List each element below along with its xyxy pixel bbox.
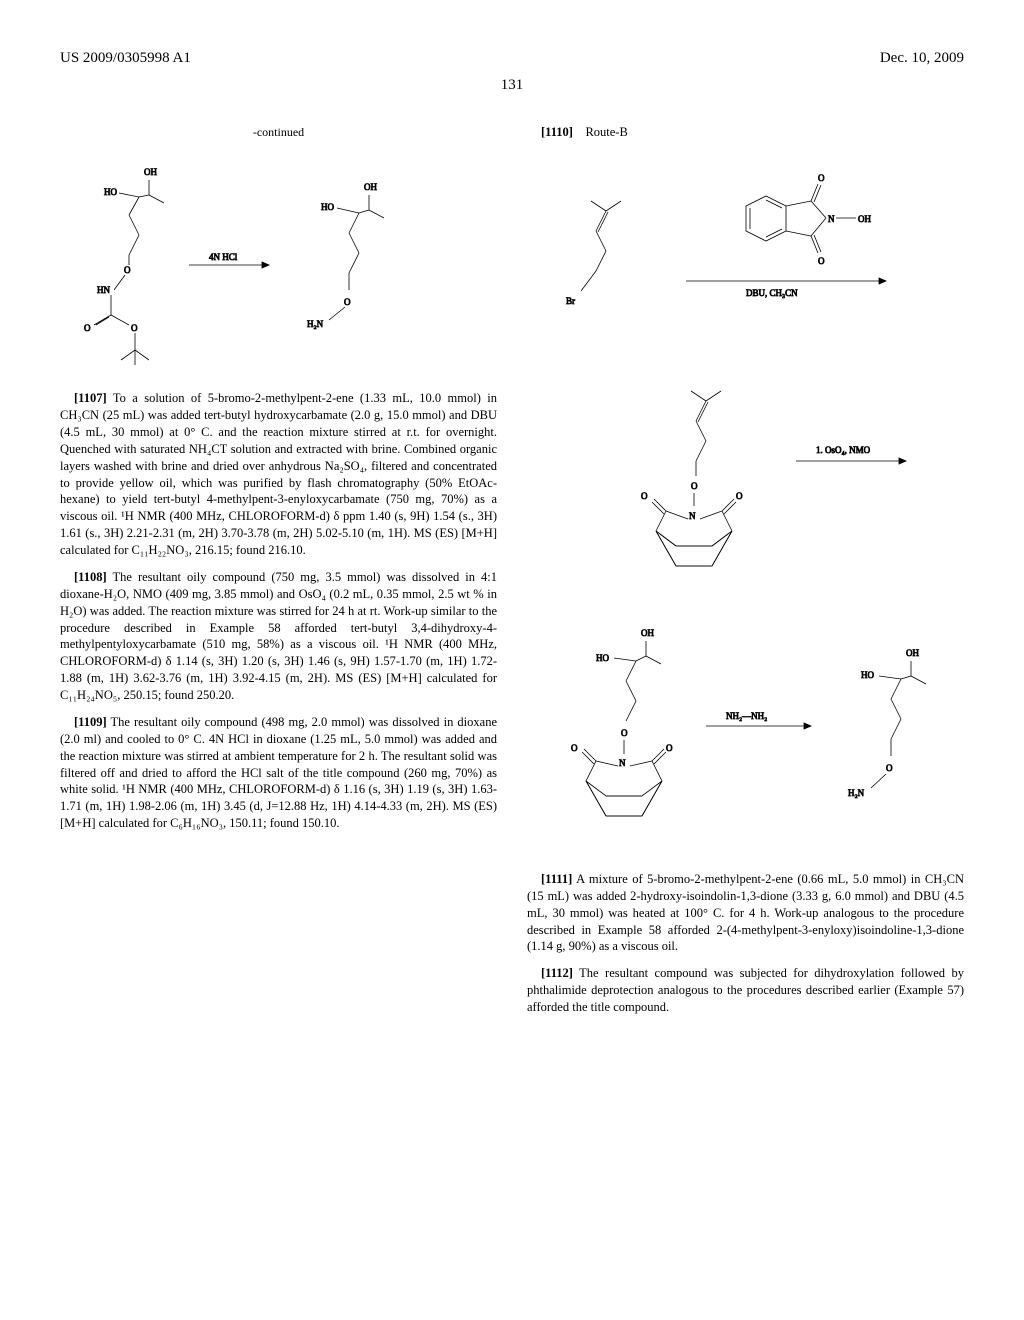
page-header: US 2009/0305998 A1 Dec. 10, 2009 <box>60 50 964 67</box>
svg-text:O: O <box>131 323 138 333</box>
svg-text:O: O <box>621 728 628 738</box>
paragraph-1108: [1108] The resultant oily compound (750 … <box>60 569 497 704</box>
paragraph-1109: [1109] The resultant oily compound (498 … <box>60 714 497 832</box>
paragraph-1111: [1111] A mixture of 5-bromo-2-methylpent… <box>527 871 964 955</box>
paragraph-1107: [1107] To a solution of 5-bromo-2-methyl… <box>60 390 497 559</box>
svg-text:O: O <box>818 173 825 183</box>
para-num-1110: [1110] <box>541 125 573 139</box>
two-column-layout: -continued OH HO O <box>60 124 964 1026</box>
para-text-1111: A mixture of 5-bromo-2-methylpent-2-ene … <box>527 872 964 954</box>
reagent-hcl: 4N HCl <box>209 252 238 262</box>
svg-text:HO: HO <box>321 202 334 212</box>
para-text-1112: The resultant compound was subjected for… <box>527 966 964 1014</box>
para-text-1110: Route-B <box>585 125 627 139</box>
para-text-1109: The resultant oily compound (498 mg, 2.0… <box>60 715 497 830</box>
reagent-oso4: 1. OsO₄, NMO <box>816 445 871 455</box>
patent-date: Dec. 10, 2009 <box>880 50 964 67</box>
svg-text:N: N <box>619 758 626 768</box>
right-column: [1110] Route-B Br <box>527 124 964 1026</box>
patent-number: US 2009/0305998 A1 <box>60 50 191 67</box>
chemical-scheme-2: Br N OH <box>527 156 964 356</box>
continued-label: -continued <box>60 124 497 140</box>
para-num-1111: [1111] <box>541 872 572 886</box>
svg-text:O: O <box>666 743 673 753</box>
svg-text:OH: OH <box>364 182 377 192</box>
paragraph-1110: [1110] Route-B <box>527 124 964 141</box>
svg-text:OH: OH <box>858 214 871 224</box>
para-num-1112: [1112] <box>541 966 573 980</box>
chemical-scheme-4: OH HO O N O <box>527 616 964 856</box>
svg-text:O: O <box>571 743 578 753</box>
svg-text:O: O <box>818 256 825 266</box>
svg-text:O: O <box>344 297 351 307</box>
svg-text:OH: OH <box>641 628 654 638</box>
svg-text:HN: HN <box>97 285 110 295</box>
svg-text:O: O <box>641 491 648 501</box>
svg-text:H₂N: H₂N <box>848 788 865 798</box>
reagent-hydrazine: NH₂—NH₂ <box>726 711 767 721</box>
svg-text:O: O <box>84 323 91 333</box>
paragraph-1112: [1112] The resultant compound was subjec… <box>527 965 964 1016</box>
svg-text:N: N <box>689 511 696 521</box>
svg-text:H₂N: H₂N <box>307 319 324 329</box>
svg-text:N: N <box>828 214 835 224</box>
svg-text:HO: HO <box>104 187 117 197</box>
chemical-scheme-1: OH HO O HN O <box>60 155 497 375</box>
svg-text:HO: HO <box>861 670 874 680</box>
page-number: 131 <box>60 77 964 94</box>
chemical-scheme-3: O N O O <box>527 371 964 601</box>
para-num-1109: [1109] <box>74 715 107 729</box>
svg-text:OH: OH <box>906 648 919 658</box>
reagent-dbu: DBU, CH₃CN <box>746 288 798 298</box>
svg-text:O: O <box>736 491 743 501</box>
svg-text:O: O <box>691 481 698 491</box>
svg-text:OH: OH <box>144 167 157 177</box>
para-text-1107: To a solution of 5-bromo-2-methylpent-2-… <box>60 391 497 557</box>
para-text-1108: The resultant oily compound (750 mg, 3.5… <box>60 570 497 702</box>
svg-text:O: O <box>886 763 893 773</box>
svg-text:Br: Br <box>566 296 575 306</box>
para-num-1107: [1107] <box>74 391 107 405</box>
left-column: -continued OH HO O <box>60 124 497 1026</box>
para-num-1108: [1108] <box>74 570 107 584</box>
svg-text:O: O <box>124 265 131 275</box>
svg-text:HO: HO <box>596 653 609 663</box>
